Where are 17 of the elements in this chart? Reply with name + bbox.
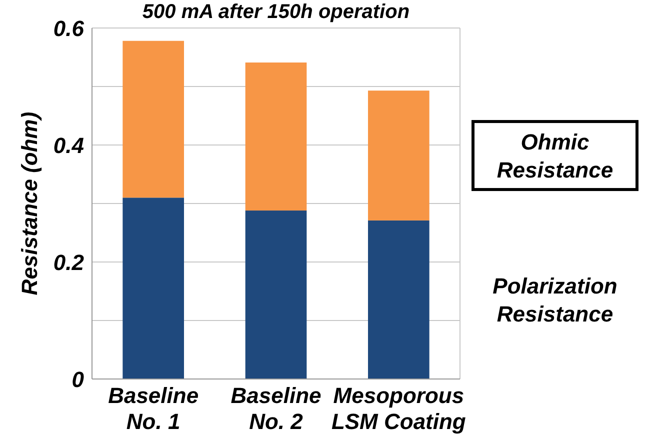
x-tick-label: Baseline No. 2 (230, 383, 322, 434)
x-tick-label: Baseline No. 1 (108, 383, 199, 434)
bar (245, 62, 307, 211)
bar (245, 210, 307, 379)
chart-title: 500 mA after 150h operation (142, 1, 410, 23)
x-tick-label: Mesoporous LSM Coating (331, 383, 466, 434)
text: Ohmic Resistance (496, 130, 614, 183)
bar (122, 40, 184, 198)
y-tick-label: 0.4 (53, 133, 84, 158)
y-tick-label: 0 (72, 367, 85, 392)
bar (122, 198, 184, 379)
y-tick-label: 0.2 (53, 250, 85, 275)
y-tick-label: 0.6 (53, 16, 85, 41)
y-axis-title: Resistance (ohm) (17, 112, 42, 296)
bar (368, 90, 430, 220)
bar (368, 220, 430, 379)
text: Polarization Resistance (492, 274, 618, 327)
